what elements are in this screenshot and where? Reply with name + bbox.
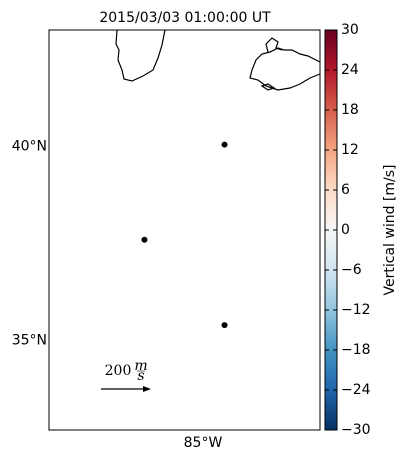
colorbar-tick-label: −6 (341, 262, 362, 278)
colorbar-tick-label: −12 (341, 302, 371, 318)
lat-label: 35°N (12, 333, 47, 349)
colorbar-tick-label: 24 (341, 62, 359, 78)
coastline (115, 29, 166, 82)
colorbar-tick-label: 0 (341, 222, 350, 238)
station-point (221, 322, 228, 329)
coastline (260, 83, 276, 91)
colorbar-label: Vertical wind [m/s] (382, 165, 398, 296)
scale-number: 200 (105, 363, 132, 379)
scale-arrow-head (143, 386, 151, 392)
scale-unit-numerator: m (134, 358, 147, 374)
colorbar-tick-label: −30 (341, 422, 371, 438)
coastline (265, 37, 283, 53)
lat-label: 40°N (12, 139, 47, 155)
title: 2015/03/03 01:00:00 UT (99, 10, 271, 26)
colorbar-tick-label: 18 (341, 102, 359, 118)
scale-unit-denominator: s (137, 368, 144, 384)
colorbar-tick-label: 30 (341, 22, 359, 38)
colorbar-tick-label: −18 (341, 342, 371, 358)
station-point (141, 236, 148, 243)
colorbar-tick-label: −24 (341, 382, 371, 398)
coastline (249, 47, 321, 91)
map-frame (48, 29, 321, 431)
lon-label: 85°W (184, 435, 223, 451)
colorbar-tick-label: 6 (341, 182, 350, 198)
station-point (221, 141, 228, 148)
colorbar-tick-label: 12 (341, 142, 359, 158)
